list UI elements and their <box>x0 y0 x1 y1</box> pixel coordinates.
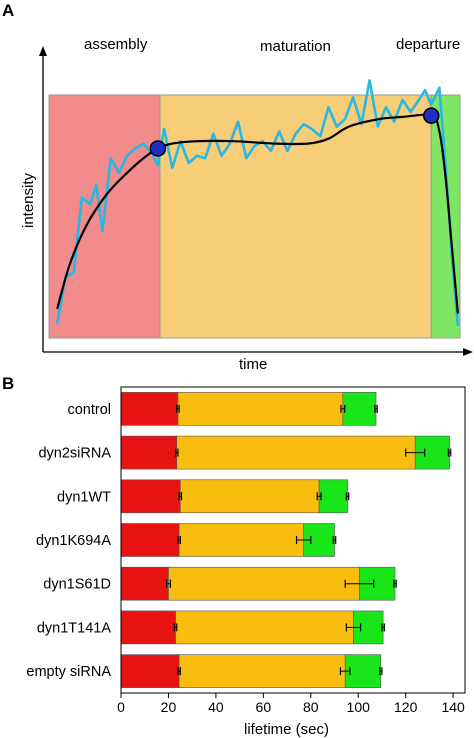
category-label: empty siRNA <box>26 664 111 680</box>
error-bar-green-dyn2siRNA <box>447 448 452 457</box>
error-bar-orange-empty-siRNA <box>339 667 351 676</box>
panel-a-y-axis-label: intensity <box>20 172 37 228</box>
phase-region-maturation <box>159 94 432 339</box>
panel-a-axes <box>39 46 473 356</box>
error-bar-orange-dyn1S61D <box>344 579 375 588</box>
panel-b-bars <box>120 392 450 688</box>
error-bar-red-dyn1T141A <box>173 623 178 632</box>
error-bar-green-dyn1K694A <box>332 536 337 544</box>
panel-b-tick-labels: 0 20 40 60 80 100 120 140 <box>117 699 465 715</box>
bar-orange-dyn1T141A <box>175 610 354 645</box>
category-label: dyn1K694A <box>36 533 111 549</box>
error-bar-orange-dyn2siRNA <box>405 448 426 457</box>
bar-red-control <box>120 392 179 426</box>
x-tick-label: 40 <box>208 699 224 715</box>
panel-b-chart: control dyn2siRNA dyn1WT dyn1K694A dyn1S61D d… <box>26 386 466 738</box>
x-tick-label: 140 <box>441 699 465 715</box>
bar-red-dyn1K694A <box>120 523 180 557</box>
error-bar-orange-dyn1T141A <box>345 623 362 632</box>
category-label: dyn2siRNA <box>38 446 111 462</box>
x-tick-label: 0 <box>117 699 125 715</box>
error-bar-red-empty-siRNA <box>177 667 181 676</box>
error-bar-red-dyn1S61D <box>165 579 171 588</box>
panel-a-x-axis-arrow <box>463 348 473 356</box>
error-bar-orange-dyn1WT <box>316 492 322 501</box>
phase-label-assembly: assembly <box>84 36 148 53</box>
error-bar-red-dyn1WT <box>178 492 183 501</box>
bar-green-dyn1WT <box>318 479 348 514</box>
phase-backgrounds <box>48 94 461 339</box>
error-bar-green-dyn1T141A <box>381 623 385 632</box>
panel-b-error-bars <box>165 404 452 676</box>
error-bar-green-empty-siRNA <box>378 667 383 676</box>
bar-orange-dyn1WT <box>180 479 320 514</box>
error-bar-orange-control <box>340 404 346 413</box>
bar-orange-dyn2siRNA <box>176 435 416 470</box>
panel-b-frame <box>120 386 466 694</box>
bar-orange-empty-siRNA <box>178 654 346 688</box>
departure-start-marker <box>422 107 440 124</box>
bar-green-dyn1T141A <box>353 610 384 645</box>
bar-orange-dyn1K694A <box>178 523 304 557</box>
x-tick-label: 120 <box>394 699 418 715</box>
category-label: dyn1T141A <box>37 620 111 636</box>
bar-red-empty-siRNA <box>120 654 180 688</box>
category-label: dyn1WT <box>57 489 111 505</box>
panel-b-axes <box>120 386 466 698</box>
x-tick-label: 100 <box>347 699 371 715</box>
phase-label-maturation: maturation <box>260 38 331 55</box>
bar-red-dyn1T141A <box>120 610 176 645</box>
bar-orange-control <box>177 392 344 426</box>
error-bar-red-dyn2siRNA <box>174 448 179 457</box>
x-tick-label: 20 <box>161 699 177 715</box>
bar-red-dyn2siRNA <box>120 435 178 470</box>
phase-label-departure: departure <box>396 36 460 53</box>
x-tick-label: 80 <box>303 699 319 715</box>
bar-red-dyn1WT <box>120 479 181 514</box>
category-label: dyn1S61D <box>43 577 111 593</box>
panel-a-chart: assembly maturation departure time inten… <box>20 36 473 373</box>
panel-a-y-axis-arrow <box>39 46 47 56</box>
panel-a-letter: A <box>2 1 14 20</box>
error-bar-green-dyn1S61D <box>393 579 397 588</box>
fit-curve-line <box>56 113 459 314</box>
assembly-end-marker <box>149 140 167 157</box>
panel-b-letter: B <box>2 374 14 393</box>
error-bar-red-dyn1K694A <box>177 536 181 544</box>
panel-a-markers <box>149 107 440 157</box>
bar-red-dyn1S61D <box>120 566 169 601</box>
panel-b-category-labels: control dyn2siRNA dyn1WT dyn1K694A dyn1S61D d… <box>26 402 111 680</box>
error-bar-red-control <box>176 404 180 413</box>
bar-orange-dyn1S61D <box>168 566 360 601</box>
error-bar-orange-dyn1K694A <box>295 536 312 544</box>
error-bar-green-control <box>374 404 378 413</box>
x-tick-label: 60 <box>256 699 272 715</box>
bar-green-empty-siRNA <box>344 654 382 688</box>
panel-b-x-axis-label: lifetime (sec) <box>244 721 329 738</box>
category-label: control <box>67 402 111 418</box>
bar-green-control <box>342 392 377 426</box>
panel-a-x-axis-label: time <box>239 356 267 373</box>
panel-a-lines <box>55 79 460 327</box>
error-bar-green-dyn1WT <box>345 492 350 501</box>
